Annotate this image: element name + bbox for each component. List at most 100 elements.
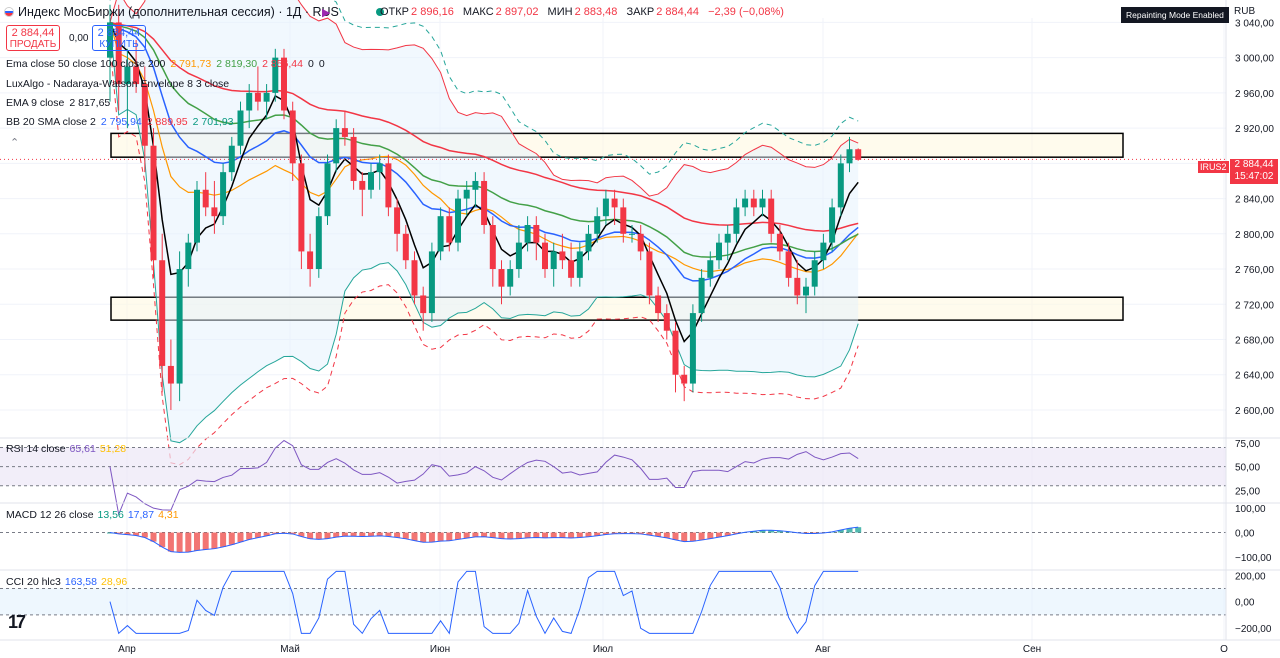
candle-body (794, 277, 801, 296)
candle-body (724, 233, 731, 243)
legend-rsi[interactable]: RSI 14 close 65,61 51,28 (6, 443, 127, 455)
x-tick-label: О (1220, 644, 1228, 655)
macd-histogram-bar (542, 532, 548, 538)
candle-body (742, 198, 749, 208)
legend-ema9[interactable]: EMA 9 close 2 817,65 (6, 97, 111, 109)
legend-nadaraya-watson[interactable]: LuxAlgo - Nadaraya-Watson Envelope 8 3 c… (6, 78, 230, 90)
macd-histogram-bar (307, 532, 314, 539)
x-tick-label: Май (280, 644, 300, 655)
rsi-line (109, 439, 859, 517)
candle-body (733, 207, 740, 234)
macd-histogram-bar (376, 532, 383, 536)
macd-histogram-bar (489, 532, 496, 538)
pane-tick-label: 50,00 (1235, 463, 1260, 474)
candle-body (672, 330, 679, 375)
candle-body (620, 207, 627, 234)
candle-body (237, 110, 244, 146)
candle-body (594, 216, 601, 234)
y-tick-label: 2 840,00 (1235, 195, 1274, 206)
candle-body (220, 172, 227, 217)
macd-histogram-bar (446, 532, 453, 541)
sell-button[interactable]: 2 884,44 ПРОДАТЬ (6, 25, 60, 51)
buy-button[interactable]: 2 884,44 КУПИТЬ (92, 25, 146, 51)
candle-body (333, 128, 340, 164)
macd-histogram-bar (463, 532, 470, 539)
macd-histogram-bar (176, 532, 183, 553)
tradingview-logo-icon: 17 (8, 612, 26, 632)
symbol-title[interactable]: Индекс МосБиржи (дополнительная сессия) … (18, 5, 339, 19)
candle-body (341, 128, 348, 137)
candle-body (315, 216, 322, 270)
macd-histogram-bar (559, 532, 566, 538)
candle-body (811, 260, 818, 287)
macd-histogram-bar (481, 532, 488, 537)
macd-histogram-bar (246, 532, 253, 540)
macd-histogram-bar (655, 532, 662, 537)
macd-histogram-bar (620, 532, 627, 534)
candle-body (446, 216, 453, 243)
macd-histogram-bar (289, 532, 296, 534)
macd-line (109, 526, 859, 553)
y-tick-label: 2 920,00 (1235, 124, 1274, 135)
candle-body (185, 242, 192, 270)
macd-histogram-bar (585, 532, 592, 537)
candle-body (759, 198, 766, 208)
candle-body (324, 163, 331, 217)
spread-value: 0,00 (69, 33, 89, 44)
macd-histogram-bar (228, 532, 235, 545)
candle-body (376, 163, 383, 173)
macd-histogram-bar (133, 532, 140, 536)
pane-tick-label: 200,00 (1235, 571, 1266, 582)
candle-body (646, 251, 653, 296)
candle-body (576, 251, 583, 278)
bollinger-lower-line (109, 22, 859, 444)
macd-histogram-bar (602, 532, 609, 535)
macd-histogram-bar (202, 532, 209, 550)
macd-histogram-bar (359, 532, 366, 537)
macd-histogram-bar (341, 532, 348, 537)
macd-histogram-bar (220, 532, 227, 547)
x-tick-label: Июл (593, 644, 613, 655)
candle-body (629, 233, 635, 235)
pane-tick-label: 25,00 (1235, 486, 1260, 497)
macd-histogram-bar (455, 532, 461, 540)
pane-tick-label: 0,00 (1235, 598, 1255, 609)
legend-cci[interactable]: CCI 20 hlc3 163,58 28,96 (6, 576, 128, 588)
macd-histogram-bar (594, 532, 601, 536)
cci-line (109, 570, 859, 635)
pane-tick-label: 0,00 (1235, 529, 1255, 540)
macd-histogram-bar (837, 529, 844, 533)
legend-macd[interactable]: MACD 12 26 close 13,56 17,87 4,31 (6, 509, 179, 521)
macd-histogram-bar (368, 532, 374, 537)
macd-histogram-bar (776, 530, 783, 533)
candle-body (768, 198, 775, 234)
macd-histogram-bar (689, 532, 696, 542)
candle-body (194, 189, 200, 243)
macd-histogram-bar (263, 532, 270, 536)
macd-histogram-bar (141, 532, 148, 538)
y-tick-label: 2 680,00 (1235, 336, 1274, 347)
candle-body (115, 22, 122, 85)
candle-body (272, 57, 279, 93)
candle-body (463, 189, 470, 199)
ohlc-readout: ОТКР 2 896,16 МАКС 2 897,02 МИН 2 883,48 ЗА… (380, 6, 784, 18)
x-tick-label: Апр (118, 644, 136, 655)
candle-body (437, 216, 444, 252)
candle-body (254, 92, 261, 102)
candle-body (785, 251, 792, 278)
legend-ema[interactable]: Ema close 50 close 100 close 200 2 791,73… (6, 58, 325, 70)
collapse-legend-icon[interactable]: ⌃ (10, 137, 20, 149)
candle-body (455, 198, 461, 243)
candle-body (289, 110, 296, 164)
candle-body (394, 207, 401, 234)
candle-body (585, 233, 592, 252)
candle-body (750, 198, 757, 208)
candle-body (263, 92, 270, 102)
candle-body (281, 57, 287, 111)
candle-body (420, 295, 427, 314)
candle-body (837, 163, 844, 208)
symbol-tag: IRUS2 (1198, 161, 1229, 173)
currency-selector[interactable]: RUB (1234, 6, 1256, 17)
